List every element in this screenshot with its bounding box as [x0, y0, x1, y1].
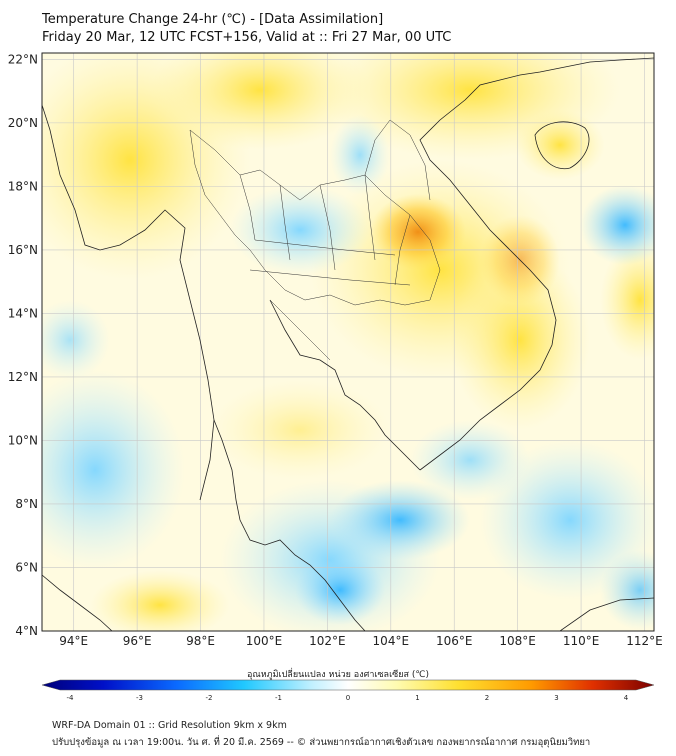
colorbar-tick-label: -4	[67, 694, 75, 702]
lon-tick-label: 94°E	[59, 634, 88, 648]
lon-tick-label: 98°E	[186, 634, 215, 648]
lon-tick-label: 112°E	[626, 634, 663, 648]
temperature-field	[42, 53, 654, 631]
province-borders	[189, 119, 441, 361]
colorbar-ticks: -4 -3 -2 -1 0 1 2 3 4	[67, 694, 629, 702]
map-title: Temperature Change 24-hr (℃) - [Data Ass…	[42, 12, 384, 27]
lat-tick-label: 4°N	[15, 624, 38, 638]
lon-tick-label: 108°E	[499, 634, 536, 648]
footer-update-info: ปรับปรุงข้อมูล ณ เวลา 19:00น. วัน ศ. ที่…	[52, 737, 591, 748]
lon-tick-label: 104°E	[373, 634, 410, 648]
colorbar-tick-label: -3	[136, 694, 143, 702]
map-frame	[41, 52, 655, 632]
lon-tick-label: 110°E	[563, 634, 600, 648]
lon-tick-label: 106°E	[436, 634, 473, 648]
coastlines	[42, 57, 654, 631]
lat-tick-label: 18°N	[8, 179, 38, 193]
colorbar-tick-label: 1	[415, 694, 419, 702]
lat-tick-label: 6°N	[15, 560, 38, 574]
colorbar-tick-label: 4	[624, 694, 629, 702]
lon-tick-label: 102°E	[309, 634, 346, 648]
lat-tick-label: 14°N	[8, 306, 38, 320]
map-subtitle: Friday 20 Mar, 12 UTC FCST+156, Valid at…	[42, 30, 452, 45]
colorbar: -4 -3 -2 -1 0 1 2 3 4	[41, 679, 655, 702]
lat-tick-label: 20°N	[8, 116, 38, 130]
footer-model-info: WRF-DA Domain 01 :: Grid Resolution 9km …	[52, 720, 287, 731]
lat-tick-label: 8°N	[15, 497, 38, 511]
longitude-labels: 94°E 96°E 98°E 100°E 102°E 104°E 106°E 108°E 110…	[59, 634, 662, 648]
lon-tick-label: 100°E	[246, 634, 283, 648]
latitude-labels: 22°N 20°N 18°N 16°N 14°N 12°N 10°N 8°N 6°N 4°N	[8, 52, 38, 638]
colorbar-title: อุณหภูมิเปลี่ยนแปลง หน่วย องศาเซลเซียส (…	[246, 670, 430, 680]
lon-tick-label: 96°E	[123, 634, 152, 648]
lat-tick-label: 12°N	[8, 370, 38, 384]
colorbar-tick-label: 0	[346, 694, 350, 702]
colorbar-gradient	[41, 679, 655, 691]
colorbar-tick-label: 3	[554, 694, 558, 702]
colorbar-tick-label: -1	[275, 694, 282, 702]
lat-tick-label: 16°N	[8, 243, 38, 257]
colorbar-tick-label: -2	[206, 694, 213, 702]
lat-tick-label: 10°N	[8, 433, 38, 447]
lat-tick-label: 22°N	[8, 52, 38, 66]
colorbar-tick-label: 2	[485, 694, 489, 702]
